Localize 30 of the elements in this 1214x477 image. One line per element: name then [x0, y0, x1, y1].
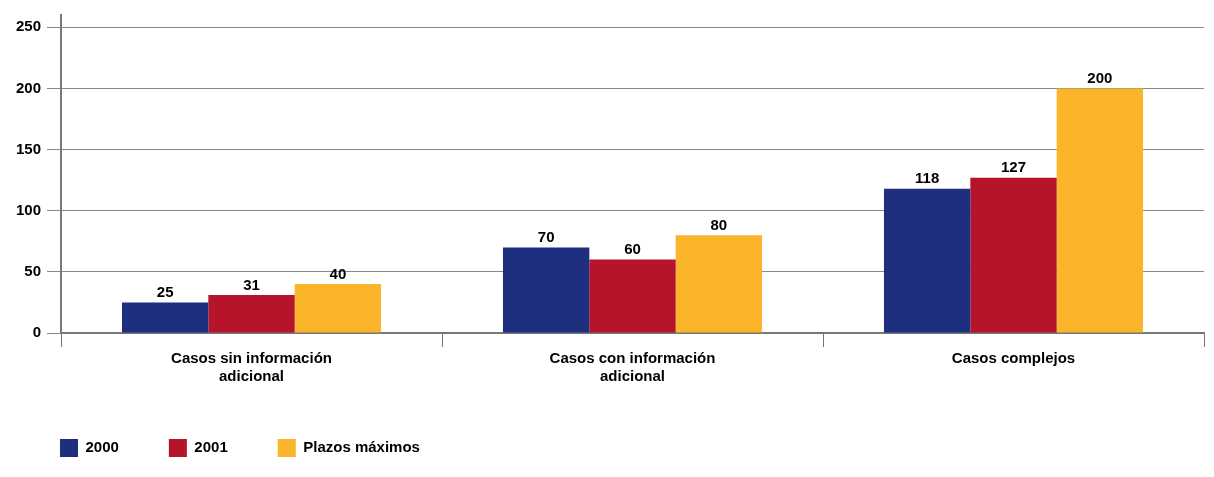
bar — [589, 259, 676, 333]
data-label: 25 — [156, 283, 174, 301]
data-label: 118 — [915, 169, 940, 187]
y-tick-label: 50 — [24, 261, 42, 279]
data-label: 60 — [624, 240, 641, 258]
bar — [121, 302, 209, 333]
y-tick-label: 250 — [16, 17, 42, 35]
data-label: 70 — [537, 228, 555, 246]
bar — [883, 188, 971, 333]
data-label: 200 — [1087, 69, 1113, 87]
legend-label: 2001 — [194, 438, 228, 456]
bar — [675, 235, 763, 333]
data-label: 127 — [1000, 158, 1027, 176]
x-tick-label: Casos sin información adicional — [171, 349, 332, 385]
legend-label: 2000 — [85, 438, 119, 456]
y-tick-label: 150 — [16, 139, 42, 157]
legend-label: Plazos máximos — [303, 438, 420, 456]
x-tick-label: Casos con información adicional — [549, 349, 716, 385]
y-tick-label: 100 — [16, 200, 42, 218]
y-tick-label: 0 — [32, 323, 42, 341]
bar — [502, 247, 590, 333]
bar — [208, 295, 295, 333]
bar — [1056, 88, 1144, 333]
bar — [970, 177, 1057, 333]
data-label: 40 — [329, 264, 347, 282]
bar — [294, 284, 382, 333]
data-label: 80 — [710, 215, 728, 233]
data-label: 31 — [243, 275, 260, 293]
x-tick-label: Casos complejos — [951, 349, 1076, 367]
y-tick-label: 200 — [16, 78, 42, 96]
